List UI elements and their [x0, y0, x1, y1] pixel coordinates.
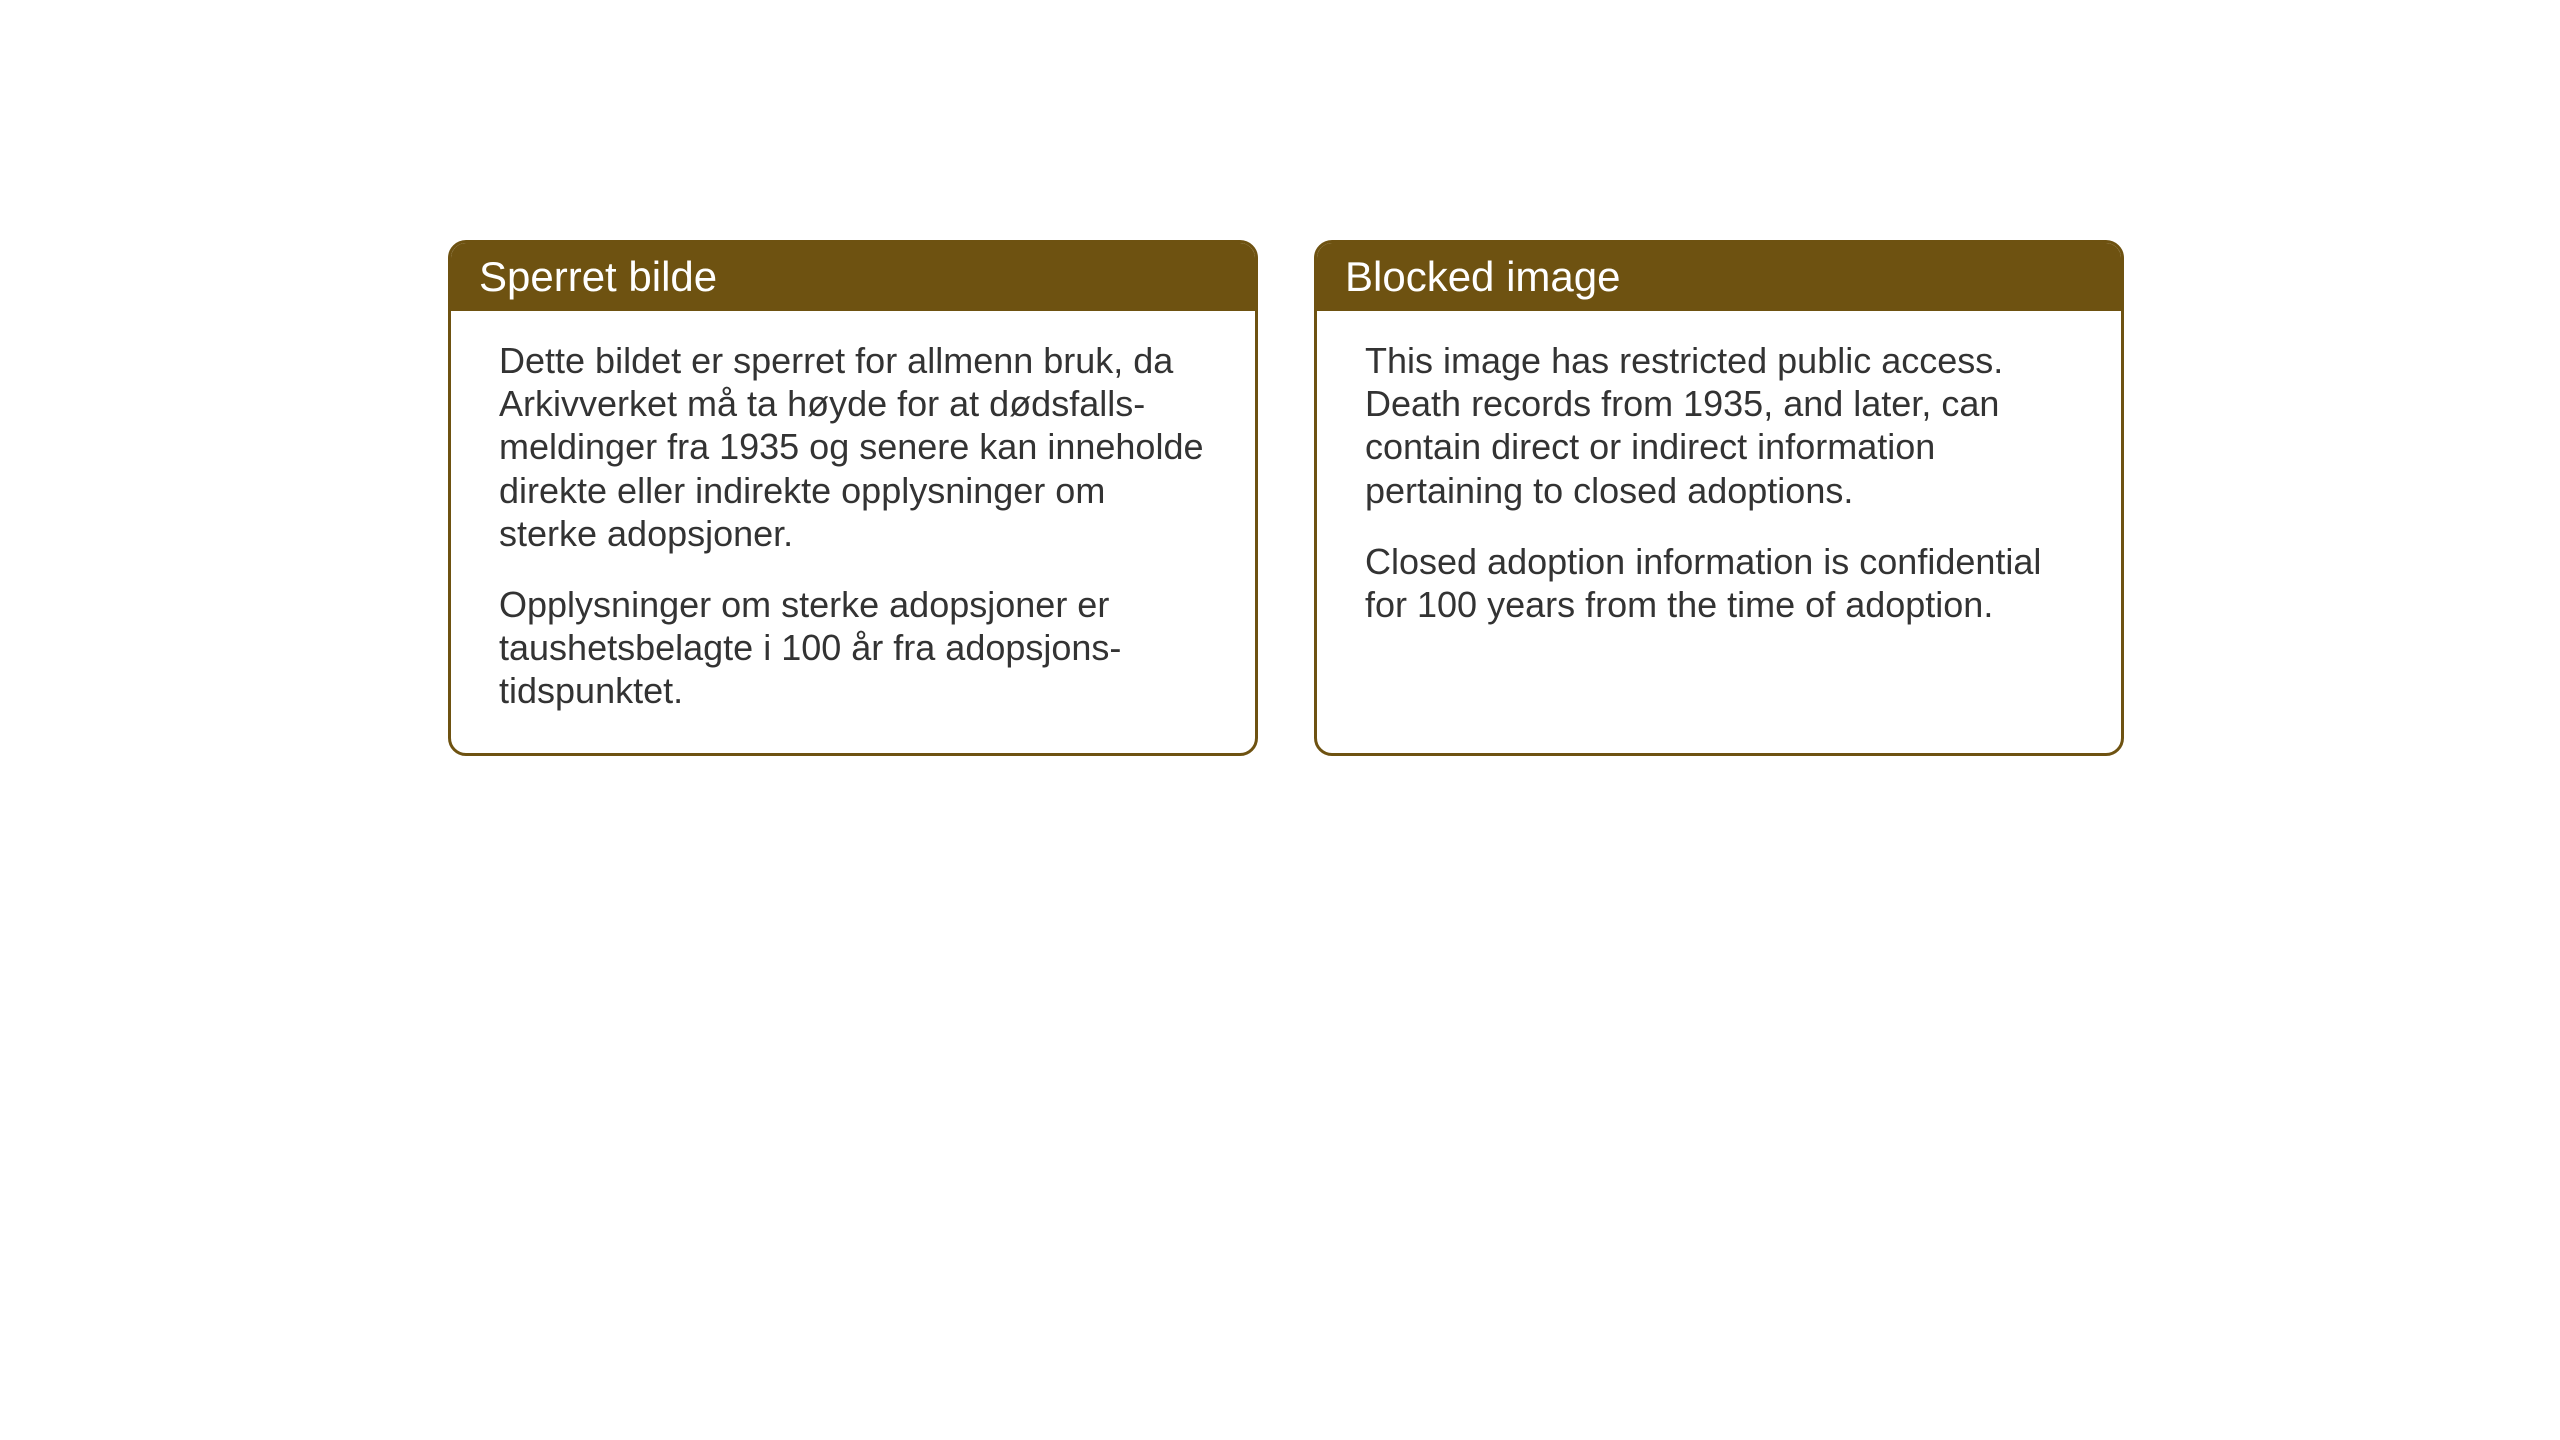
card-paragraph-norwegian-1: Dette bildet er sperret for allmenn bruk… [499, 339, 1207, 555]
card-header-english: Blocked image [1317, 243, 2121, 311]
card-header-norwegian: Sperret bilde [451, 243, 1255, 311]
card-body-norwegian: Dette bildet er sperret for allmenn bruk… [451, 311, 1255, 753]
notice-card-norwegian: Sperret bilde Dette bildet er sperret fo… [448, 240, 1258, 756]
card-title-english: Blocked image [1345, 253, 1620, 300]
card-paragraph-english-2: Closed adoption information is confident… [1365, 540, 2073, 626]
card-body-english: This image has restricted public access.… [1317, 311, 2121, 751]
card-paragraph-norwegian-2: Opplysninger om sterke adopsjoner er tau… [499, 583, 1207, 713]
notice-card-english: Blocked image This image has restricted … [1314, 240, 2124, 756]
notice-container: Sperret bilde Dette bildet er sperret fo… [448, 240, 2124, 756]
card-title-norwegian: Sperret bilde [479, 253, 717, 300]
card-paragraph-english-1: This image has restricted public access.… [1365, 339, 2073, 512]
